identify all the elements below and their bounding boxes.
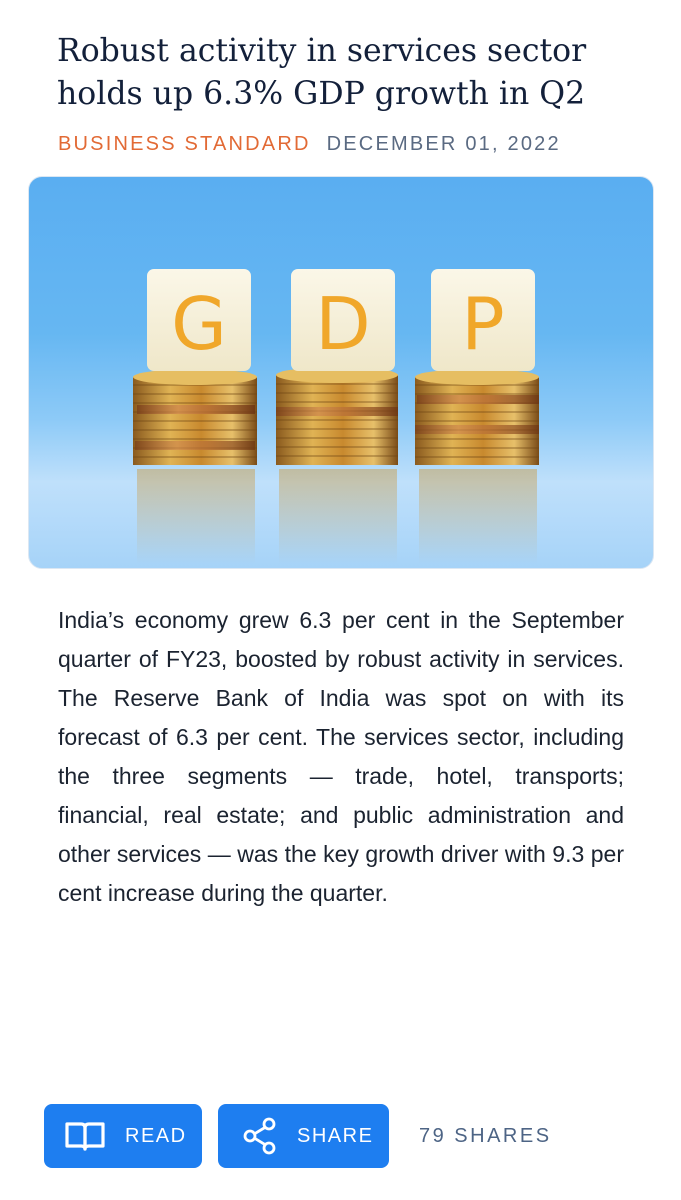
hero-image: G D P xyxy=(28,176,654,569)
svg-text:D: D xyxy=(315,282,370,366)
coin-stack-right xyxy=(415,369,539,465)
gdp-coins-illustration: G D P xyxy=(133,269,539,564)
share-icon xyxy=(242,1117,278,1155)
tile-d: D xyxy=(291,269,395,371)
read-button[interactable]: READ xyxy=(44,1104,202,1168)
article-meta: BUSINESS STANDARD DECEMBER 01, 2022 xyxy=(58,133,561,156)
coin-stack-left xyxy=(133,369,257,465)
book-icon xyxy=(64,1120,106,1152)
svg-text:G: G xyxy=(171,282,227,366)
tile-p: P xyxy=(431,269,535,371)
share-button[interactable]: SHARE xyxy=(218,1104,389,1168)
article-date: DECEMBER 01, 2022 xyxy=(326,133,561,155)
tile-g: G xyxy=(147,269,251,371)
read-button-label: READ xyxy=(125,1124,187,1147)
article-body: India’s economy grew 6.3 per cent in the… xyxy=(58,607,624,906)
article-source: BUSINESS STANDARD xyxy=(58,133,311,155)
shares-count: 79 SHARES xyxy=(419,1125,552,1147)
table-reflection xyxy=(137,469,537,564)
svg-text:P: P xyxy=(461,282,504,366)
article-headline: Robust activity in services sector holds… xyxy=(57,33,587,112)
coin-stack-middle xyxy=(276,367,398,465)
share-button-label: SHARE xyxy=(297,1124,374,1147)
